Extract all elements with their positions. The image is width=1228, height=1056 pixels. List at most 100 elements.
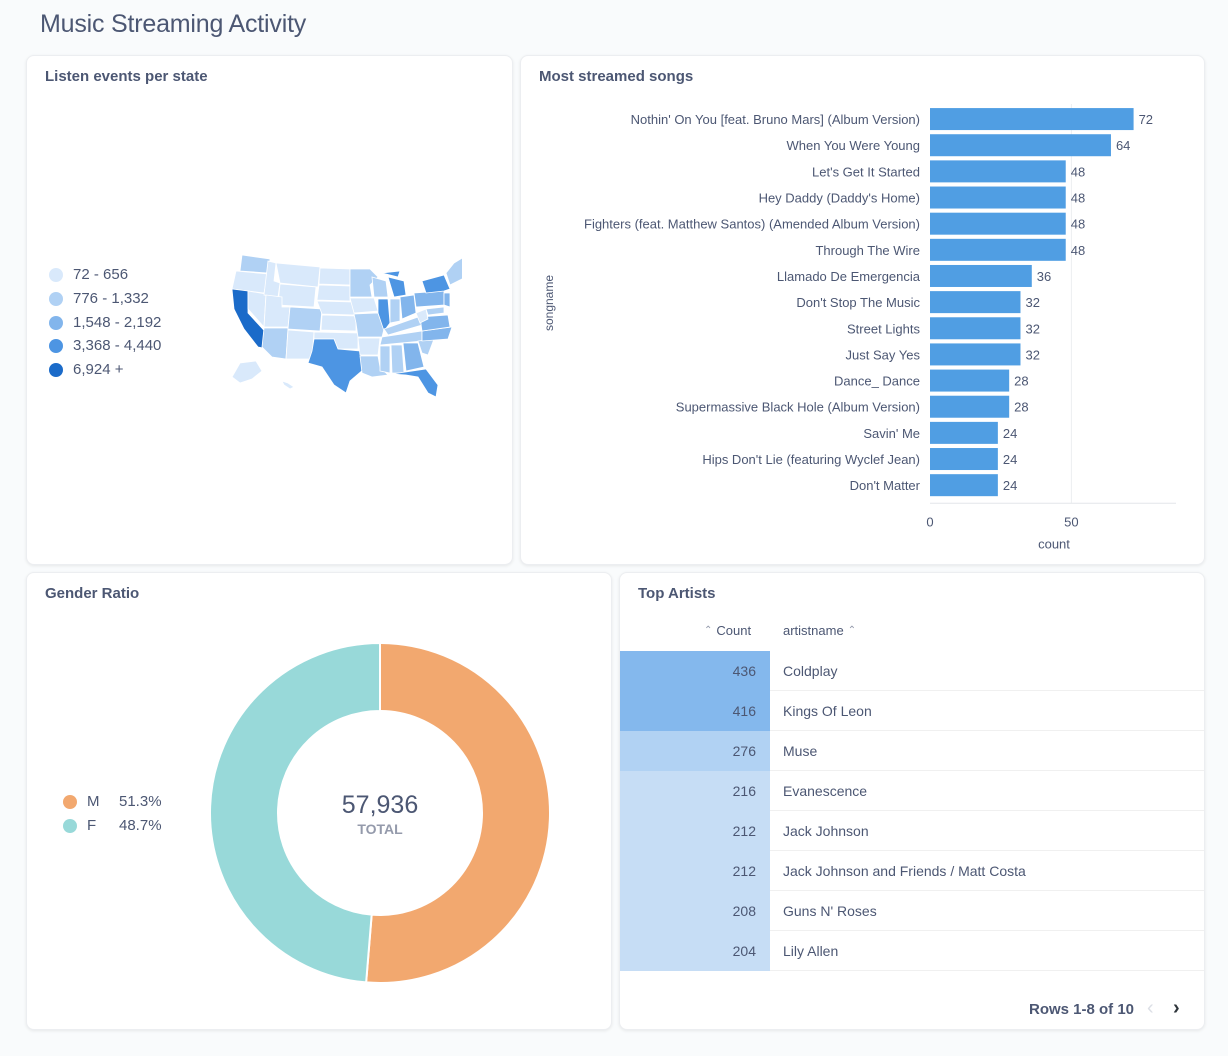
bar[interactable] — [930, 212, 1066, 235]
state-ks — [320, 314, 357, 332]
sort-ascending-icon: ⌃ — [847, 625, 857, 636]
count-cell: 204 — [620, 931, 770, 971]
column-header-count[interactable]: ⌃ Count — [704, 623, 751, 638]
gender-legend-item[interactable]: F 48.7% — [63, 817, 162, 834]
data-label: 24 — [1003, 478, 1017, 493]
table-row[interactable]: 204 Lily Allen — [620, 931, 1204, 971]
data-label: 28 — [1014, 400, 1028, 415]
table-row[interactable]: 212 Jack Johnson and Friends / Matt Cost… — [620, 851, 1204, 891]
bar[interactable] — [930, 474, 998, 497]
x-tick-label: 50 — [1064, 514, 1078, 529]
legend-dot — [63, 794, 77, 809]
artists-card-title[interactable]: Top Artists — [638, 585, 716, 602]
state-nj — [443, 292, 451, 308]
state-mt — [275, 262, 321, 288]
table-row[interactable]: 208 Guns N' Roses — [620, 891, 1204, 931]
map-legend-item[interactable]: 72 - 656 — [49, 266, 128, 283]
legend-dot — [49, 362, 63, 377]
donut-slice[interactable] — [365, 641, 551, 984]
state-ne — [316, 300, 357, 316]
data-label: 36 — [1037, 269, 1051, 284]
column-header-label: artistname — [783, 623, 844, 638]
bar[interactable] — [930, 108, 1134, 131]
state-al — [390, 344, 405, 374]
y-tick-label: Don't Matter — [850, 478, 921, 493]
bar[interactable] — [930, 395, 1010, 418]
state-wa — [239, 254, 271, 274]
y-tick-label: Street Lights — [847, 321, 920, 336]
map-legend-item[interactable]: 6,924 + — [49, 361, 123, 378]
table-row[interactable]: 436 Coldplay — [620, 651, 1204, 691]
data-label: 48 — [1071, 217, 1085, 232]
gender-legend-item[interactable]: M 51.3% — [63, 793, 162, 810]
songs-bar-chart: Nothin' On You [feat. Bruno Mars] (Album… — [542, 104, 1176, 551]
state-new-england — [445, 257, 462, 286]
state-ar — [357, 337, 381, 356]
artist-cell: Lily Allen — [783, 943, 839, 959]
y-tick-label: Supermassive Black Hole (Album Version) — [676, 400, 920, 415]
y-tick-label: Fighters (feat. Matthew Santos) (Amended… — [584, 217, 920, 232]
artist-cell: Jack Johnson and Friends / Matt Costa — [783, 863, 1026, 879]
bar[interactable] — [930, 291, 1021, 314]
state-ak — [231, 360, 263, 384]
bar[interactable] — [930, 264, 1032, 287]
songs-card-title[interactable]: Most streamed songs — [539, 68, 694, 85]
state-wy — [277, 283, 317, 308]
page-title: Music Streaming Activity — [40, 10, 307, 38]
bar[interactable] — [930, 317, 1021, 340]
state-az — [261, 327, 289, 360]
legend-label: 3,368 - 4,440 — [73, 337, 162, 354]
table-row[interactable]: 276 Muse — [620, 731, 1204, 771]
legend-label: 1,548 - 2,192 — [73, 314, 162, 331]
pagination-label: Rows 1-8 of 10 — [1029, 1001, 1135, 1018]
gender-card-title[interactable]: Gender Ratio — [45, 585, 140, 602]
table-row[interactable]: 212 Jack Johnson — [620, 811, 1204, 851]
map-legend-item[interactable]: 3,368 - 4,440 — [49, 337, 161, 354]
state-nd — [318, 267, 351, 286]
state-il — [377, 298, 391, 332]
table-row[interactable]: 216 Evanescence — [620, 771, 1204, 811]
state-pa — [413, 290, 445, 308]
chevron-right-icon[interactable]: › — [1173, 997, 1180, 1019]
map-legend-item[interactable]: 776 - 1,332 — [49, 290, 149, 307]
donut-total-label: TOTAL — [357, 821, 403, 837]
count-cell: 416 — [620, 691, 770, 731]
bar[interactable] — [930, 448, 998, 471]
bar[interactable] — [930, 421, 998, 444]
bar[interactable] — [930, 343, 1021, 366]
count-cell: 276 — [620, 731, 770, 771]
artist-cell: Guns N' Roses — [783, 903, 877, 919]
legend-label: 776 - 1,332 — [73, 290, 149, 307]
y-tick-label: Don't Stop The Music — [796, 295, 920, 310]
legend-label: 72 - 656 — [73, 266, 129, 283]
legend-percent: 48.7% — [119, 817, 162, 834]
map-card-title[interactable]: Listen events per state — [45, 68, 208, 85]
artist-cell: Jack Johnson — [783, 823, 869, 839]
legend-dot — [49, 291, 63, 306]
donut-slice[interactable] — [209, 641, 381, 984]
state-la — [359, 355, 389, 378]
y-tick-label: Let's Get It Started — [812, 164, 920, 179]
column-header-artistname[interactable]: artistname ⌃ — [783, 623, 856, 638]
legend-label: 6,924 + — [73, 361, 124, 378]
data-label: 48 — [1071, 191, 1085, 206]
bar[interactable] — [930, 238, 1066, 261]
artist-cell: Coldplay — [783, 663, 838, 679]
bar[interactable] — [930, 160, 1066, 183]
x-tick-label: 0 — [926, 514, 933, 529]
artists-card: Top Artists ⌃ Count artistname ⌃ 436 Col… — [619, 572, 1205, 1030]
table-row[interactable]: 416 Kings Of Leon — [620, 691, 1204, 731]
state-ny — [421, 274, 451, 294]
bar[interactable] — [930, 369, 1010, 392]
us-state-map[interactable] — [222, 251, 462, 401]
bar[interactable] — [930, 186, 1066, 209]
y-tick-label: Hey Daddy (Daddy's Home) — [759, 191, 920, 206]
map-legend-item[interactable]: 1,548 - 2,192 — [49, 314, 161, 331]
chevron-left-icon[interactable]: ‹ — [1147, 997, 1154, 1019]
bar[interactable] — [930, 134, 1111, 157]
gender-card: Gender Ratio M 51.3% F 48.7% 57,936 TOTAL — [26, 572, 612, 1030]
data-label: 28 — [1014, 374, 1028, 389]
data-label: 48 — [1071, 164, 1085, 179]
data-label: 64 — [1116, 138, 1130, 153]
data-label: 32 — [1025, 347, 1039, 362]
